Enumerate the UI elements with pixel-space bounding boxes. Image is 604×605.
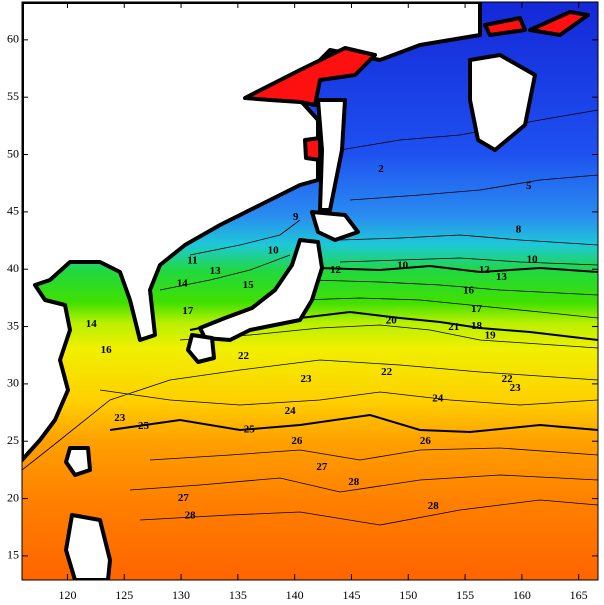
contour-label: 8 bbox=[516, 224, 522, 236]
kyushu bbox=[186, 333, 216, 364]
y-tick-label: 35 bbox=[7, 318, 19, 332]
contour-label: 18 bbox=[471, 320, 483, 332]
contour-label: 24 bbox=[285, 405, 297, 417]
x-tick-label: 145 bbox=[342, 588, 360, 602]
contour-label: 28 bbox=[348, 476, 360, 488]
x-tick-label: 160 bbox=[513, 588, 531, 602]
contour-label: 11 bbox=[187, 255, 197, 267]
contour-label: 27 bbox=[178, 492, 190, 504]
ice-north bbox=[483, 16, 527, 37]
contour-label: 14 bbox=[177, 278, 189, 290]
contour-label: 26 bbox=[291, 435, 303, 447]
contour-label: 17 bbox=[471, 303, 483, 315]
kamchatka bbox=[468, 53, 537, 152]
contour-label: 10 bbox=[397, 259, 409, 271]
contour-label: 25 bbox=[138, 420, 150, 432]
contour-label: 10 bbox=[268, 244, 280, 256]
contour-label: 22 bbox=[238, 350, 250, 362]
contour-label: 23 bbox=[510, 382, 522, 394]
contour-label: 17 bbox=[182, 305, 194, 317]
x-tick-label: 150 bbox=[399, 588, 417, 602]
contour-label: 28 bbox=[185, 509, 197, 521]
y-tick-label: 50 bbox=[7, 146, 19, 160]
map-field bbox=[22, 2, 598, 580]
contour-label: 16 bbox=[463, 285, 475, 297]
ice-okhotsk bbox=[243, 46, 377, 107]
x-tick-label: 155 bbox=[456, 588, 474, 602]
contour-label: 24 bbox=[432, 392, 444, 404]
x-tick-label: 135 bbox=[229, 588, 247, 602]
contour-label: 12 bbox=[330, 264, 342, 276]
ice-strait bbox=[303, 136, 322, 162]
y-tick-label: 15 bbox=[7, 548, 19, 562]
y-tick-label: 45 bbox=[7, 204, 19, 218]
contour-label: 23 bbox=[114, 412, 126, 424]
y-tick-label: 20 bbox=[7, 490, 19, 504]
x-tick-label: 120 bbox=[58, 588, 76, 602]
contour-label: 22 bbox=[502, 373, 514, 385]
contour-label: 20 bbox=[386, 314, 398, 326]
x-tick-label: 165 bbox=[570, 588, 588, 602]
taiwan bbox=[64, 446, 92, 477]
contour-label: 12 bbox=[479, 264, 491, 276]
isolines bbox=[22, 109, 598, 526]
x-tick-label: 130 bbox=[172, 588, 190, 602]
ice bbox=[243, 10, 590, 162]
contour-label: 2 bbox=[378, 163, 384, 175]
contour-label: 23 bbox=[301, 373, 313, 385]
axes: 120 125 130 135 140 145 150 155 160 1651520253035… bbox=[7, 2, 598, 602]
x-tick-label: 125 bbox=[115, 588, 133, 602]
frame bbox=[21, 1, 599, 581]
y-tick-label: 25 bbox=[7, 433, 19, 447]
contour-label: 13 bbox=[210, 265, 222, 277]
y-tick-label: 55 bbox=[7, 89, 19, 103]
land bbox=[22, 2, 537, 580]
contour-label: 9 bbox=[293, 211, 299, 223]
contour-label: 21 bbox=[448, 321, 459, 333]
contour-label: 13 bbox=[496, 271, 508, 283]
contour-label: 19 bbox=[485, 329, 497, 341]
contour-label: 26 bbox=[420, 435, 432, 447]
philippines bbox=[64, 513, 112, 580]
x-tick-label: 140 bbox=[286, 588, 304, 602]
contour-label: 10 bbox=[527, 254, 539, 266]
contour-label: 16 bbox=[101, 344, 113, 356]
contour-label: 5 bbox=[526, 180, 532, 192]
contour-label: 22 bbox=[381, 366, 393, 378]
honshu bbox=[198, 238, 324, 342]
ice-northeast bbox=[528, 10, 590, 37]
contour-label: 14 bbox=[86, 318, 98, 330]
hokkaido bbox=[310, 210, 360, 242]
contour-label: 15 bbox=[243, 279, 255, 291]
y-tick-label: 60 bbox=[7, 32, 19, 46]
y-tick-label: 40 bbox=[7, 261, 19, 275]
y-tick-label: 30 bbox=[7, 376, 19, 390]
contour-label: 25 bbox=[244, 423, 256, 435]
contour-label: 27 bbox=[316, 461, 328, 473]
contour-label: 28 bbox=[428, 500, 440, 512]
